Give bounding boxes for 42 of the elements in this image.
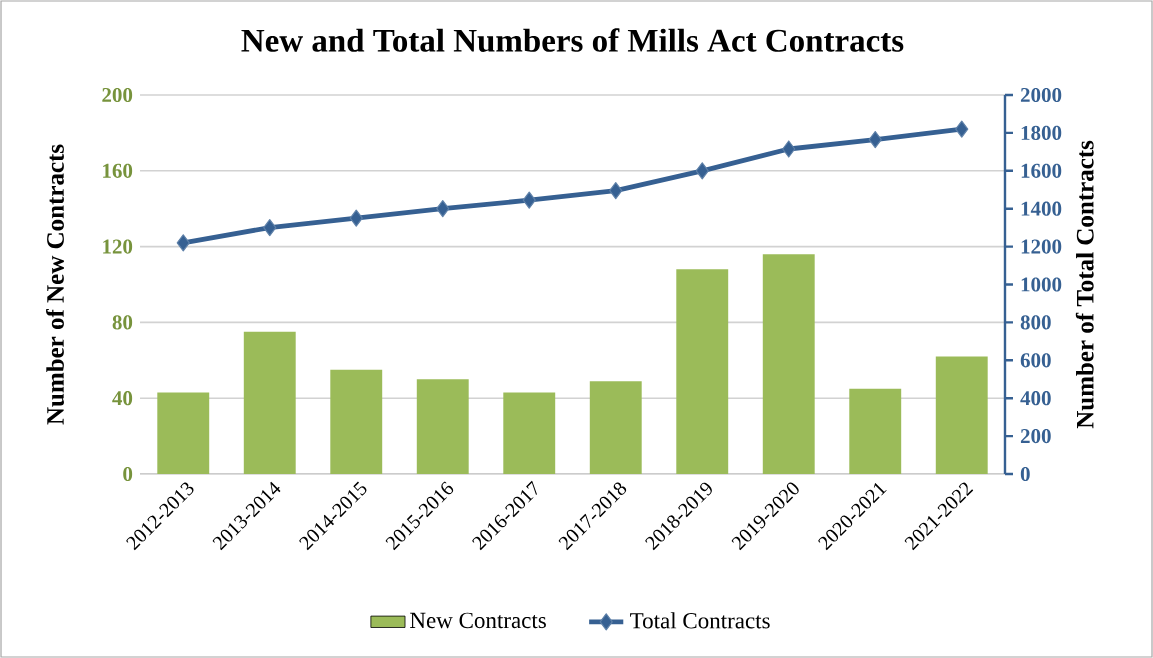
bar — [416, 379, 469, 474]
bar — [676, 269, 729, 474]
point — [176, 234, 190, 252]
legend-label: Total Contracts — [630, 612, 770, 629]
bar — [157, 392, 210, 474]
point — [868, 130, 882, 149]
y2-tick-label: 1000 — [1021, 277, 1062, 292]
y2-tick-label: 2000 — [1020, 87, 1062, 103]
y2-tick-label: 800 — [1020, 315, 1051, 330]
bar — [849, 388, 902, 474]
chart-title: New and Total Numbers of Mills Act Contracts — [241, 28, 904, 52]
y2-tick-label: 400 — [1020, 391, 1051, 406]
y2-tick-label: 1800 — [1021, 125, 1062, 140]
point — [955, 120, 969, 138]
bar — [243, 331, 296, 474]
point — [349, 209, 363, 227]
bar — [330, 369, 383, 474]
bar — [589, 381, 642, 474]
point — [522, 191, 536, 209]
y2-tick-label: 600 — [1020, 353, 1051, 368]
legend-label: New Contracts — [410, 612, 546, 629]
point — [436, 200, 450, 218]
point — [609, 182, 623, 200]
y2-axis-title: Number of Total Contracts — [1075, 140, 1094, 429]
y2-tick-label: 200 — [1020, 429, 1051, 444]
y2-tick-label: 1600 — [1021, 163, 1062, 178]
bar — [762, 254, 815, 474]
bar — [503, 392, 556, 474]
y2-tick-label: 0 — [1020, 466, 1030, 482]
y2-tick-label: 1400 — [1021, 201, 1062, 216]
y-tick-label: 0 — [123, 466, 133, 482]
y2-tick-label: 1200 — [1021, 239, 1062, 254]
y-tick-label: 80 — [112, 315, 133, 330]
y-axis-title: Number of New Contracts — [46, 144, 64, 425]
point — [263, 219, 277, 237]
bar — [935, 356, 988, 474]
y-tick-label: 120 — [103, 239, 133, 254]
point — [695, 162, 709, 180]
y-tick-label: 200 — [102, 87, 133, 103]
y-tick-label: 40 — [112, 391, 133, 406]
point — [782, 140, 796, 158]
y-tick-label: 160 — [103, 163, 133, 178]
